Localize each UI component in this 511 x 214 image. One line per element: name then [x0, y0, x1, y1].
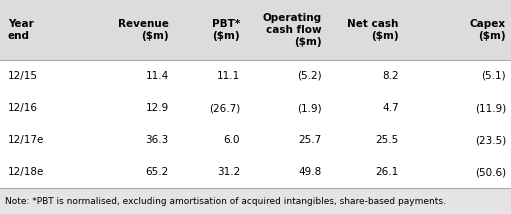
Text: Capex
($m): Capex ($m) [470, 19, 506, 41]
Bar [0, 92, 511, 124]
Text: (5.1): (5.1) [481, 71, 506, 81]
Bar [0, 60, 511, 92]
Text: 26.1: 26.1 [376, 167, 399, 177]
Bar [0, 188, 511, 214]
Text: 12/18e: 12/18e [8, 167, 44, 177]
Text: (1.9): (1.9) [297, 103, 322, 113]
Text: 4.7: 4.7 [382, 103, 399, 113]
Text: Year
end: Year end [8, 19, 33, 41]
Text: Note: *PBT is normalised, excluding amortisation of acquired intangibles, share-: Note: *PBT is normalised, excluding amor… [5, 197, 446, 206]
Text: 12/15: 12/15 [8, 71, 38, 81]
Text: 36.3: 36.3 [146, 135, 169, 145]
Text: Net cash
($m): Net cash ($m) [347, 19, 399, 41]
Text: 12.9: 12.9 [146, 103, 169, 113]
Text: 6.0: 6.0 [224, 135, 240, 145]
Text: 25.7: 25.7 [299, 135, 322, 145]
Text: 31.2: 31.2 [217, 167, 240, 177]
Text: (5.2): (5.2) [297, 71, 322, 81]
Text: 25.5: 25.5 [376, 135, 399, 145]
Text: 8.2: 8.2 [382, 71, 399, 81]
Text: PBT*
($m): PBT* ($m) [212, 19, 240, 41]
Text: (11.9): (11.9) [475, 103, 506, 113]
Text: 11.1: 11.1 [217, 71, 240, 81]
Bar [0, 0, 511, 60]
Text: 12/17e: 12/17e [8, 135, 44, 145]
Text: (50.6): (50.6) [475, 167, 506, 177]
Text: (23.5): (23.5) [475, 135, 506, 145]
Text: Revenue
($m): Revenue ($m) [118, 19, 169, 41]
Text: 11.4: 11.4 [146, 71, 169, 81]
Text: Operating
cash flow
($m): Operating cash flow ($m) [263, 13, 322, 47]
Text: 65.2: 65.2 [146, 167, 169, 177]
Text: (26.7): (26.7) [209, 103, 240, 113]
Bar [0, 156, 511, 188]
Bar [0, 124, 511, 156]
Text: 12/16: 12/16 [8, 103, 38, 113]
Text: 49.8: 49.8 [299, 167, 322, 177]
